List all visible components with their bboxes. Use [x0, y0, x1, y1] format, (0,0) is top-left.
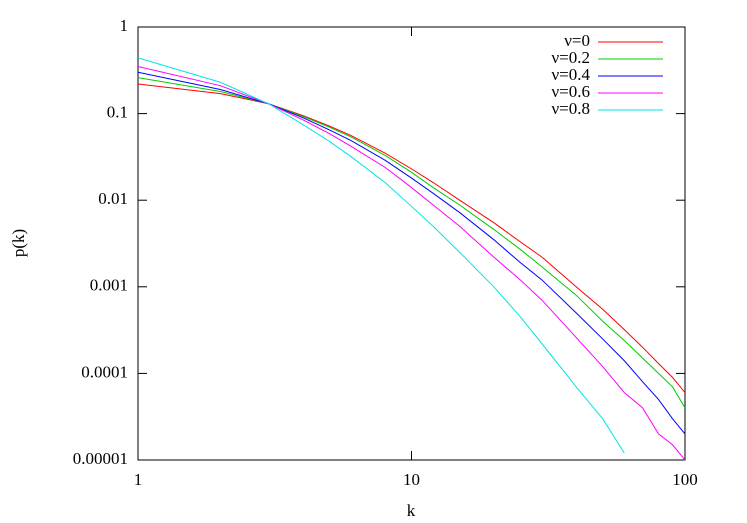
x-tick-label: 10 — [403, 470, 420, 489]
plot-frame — [137, 26, 686, 461]
series-line — [138, 83, 685, 393]
x-tick-label: 100 — [672, 470, 698, 489]
legend-label: ν=0.6 — [551, 82, 590, 101]
y-tick-label: 0.001 — [90, 276, 128, 295]
y-tick-label: 0.0001 — [81, 362, 128, 381]
series-line — [138, 77, 685, 409]
x-axis-label: k — [407, 501, 416, 520]
legend-label: ν=0.2 — [551, 48, 590, 67]
legend-label: ν=0.4 — [551, 65, 590, 84]
series-line — [138, 57, 625, 454]
legend-label: ν=0.8 — [551, 99, 590, 118]
series-line — [138, 71, 685, 435]
series-line — [138, 65, 685, 460]
y-tick-label: 0.1 — [107, 103, 128, 122]
y-axis-label: p(k) — [9, 229, 28, 257]
y-tick-label: 0.01 — [98, 189, 128, 208]
y-tick-label: 1 — [120, 16, 129, 35]
y-tick-label: 0.00001 — [73, 449, 128, 468]
legend-label: ν=0 — [564, 31, 590, 50]
x-tick-label: 1 — [134, 470, 143, 489]
